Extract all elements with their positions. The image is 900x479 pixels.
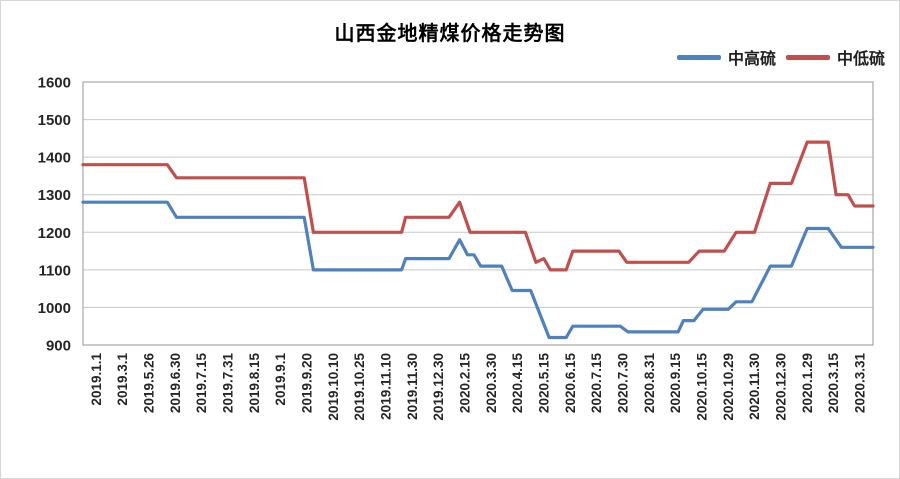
series-line-mid-high-sulfur <box>81 200 875 340</box>
x-tick-label: 2019.1.1 <box>89 353 104 406</box>
y-tick-label: 1400 <box>38 150 71 167</box>
plot-border <box>82 81 874 346</box>
y-tick-label: 1000 <box>38 300 71 317</box>
legend-line-icon-mid-high-sulfur <box>676 54 721 60</box>
x-tick-label: 2019.9.20 <box>300 353 315 413</box>
x-tick-label: 2020.5.15 <box>537 353 552 414</box>
y-tick-label: 1100 <box>38 262 71 279</box>
x-tick-label: 2019.5.26 <box>142 353 157 414</box>
x-tick-label: 2020.7.15 <box>589 353 604 414</box>
y-tick-label: 1600 <box>38 75 71 92</box>
legend-label-mid-low-sulfur: 中低硫 <box>836 51 885 68</box>
x-tick-label: 2019.9.1 <box>273 353 288 406</box>
legend-label-mid-high-sulfur: 中高硫 <box>727 51 776 68</box>
legend: 中高硫 中低硫 <box>676 45 885 69</box>
legend-line-icon-mid-low-sulfur <box>785 54 830 60</box>
x-tick-label: 2019.12.30 <box>431 353 446 421</box>
x-tick-label: 2020.3.31 <box>853 353 868 414</box>
x-tick-label: 2019.11.10 <box>379 353 394 420</box>
legend-item-mid-high-sulfur: 中高硫 <box>676 45 776 69</box>
chart-title: 山西金地精煤价格走势图 <box>334 21 566 45</box>
x-tick-label: 2020.8.31 <box>642 353 657 414</box>
x-tick-label: 2020.7.30 <box>616 353 631 413</box>
x-tick-label: 2019.3.1 <box>115 353 130 406</box>
x-tick-label: 2020.3.30 <box>484 353 499 413</box>
x-tick-label: 2020.1.29 <box>800 353 815 413</box>
x-tick-label: 2020.3.15 <box>826 353 841 414</box>
x-tick-label: 2020.2.15 <box>458 353 473 414</box>
y-tick-label: 1500 <box>38 112 71 129</box>
x-tick-label: 2020.12.30 <box>774 353 789 421</box>
x-tick-label: 2019.7.31 <box>221 353 236 414</box>
x-tick-label: 2020.9.15 <box>668 353 683 414</box>
legend-item-mid-low-sulfur: 中低硫 <box>785 45 885 69</box>
y-tick-label: 1200 <box>38 225 71 242</box>
y-tick-label: 900 <box>46 338 71 355</box>
series-line-mid-low-sulfur <box>81 140 875 272</box>
x-tick-label: 2020.10.29 <box>721 353 736 421</box>
x-tick-label: 2020.4.15 <box>510 353 525 414</box>
x-tick-label: 2020.6.15 <box>563 353 578 414</box>
x-tick-label: 2019.6.30 <box>168 353 183 413</box>
x-tick-label: 2019.10.10 <box>326 353 341 421</box>
x-tick-label: 2019.11.30 <box>405 353 420 420</box>
y-tick-label: 1300 <box>38 187 71 204</box>
x-tick-label: 2020.10.15 <box>695 353 710 421</box>
x-tick-label: 2019.10.25 <box>352 353 367 421</box>
x-tick-label: 2019.8.15 <box>247 353 262 414</box>
x-tick-label: 2020.11.30 <box>747 353 762 420</box>
x-tick-label: 2019.7.15 <box>194 353 209 414</box>
